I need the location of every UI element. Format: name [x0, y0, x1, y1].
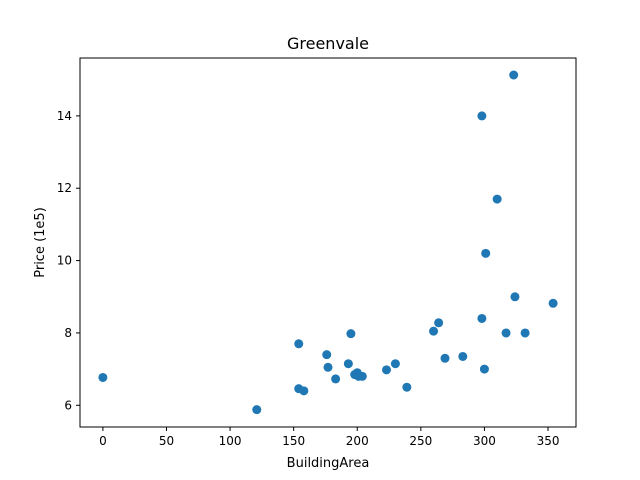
- x-tick-label: 300: [473, 434, 496, 448]
- data-point: [458, 351, 468, 361]
- y-tick-label: 8: [64, 326, 72, 340]
- data-point: [429, 326, 439, 336]
- data-point: [481, 248, 491, 258]
- data-point: [323, 362, 333, 372]
- data-points: [98, 70, 558, 415]
- y-tick-label: 14: [57, 109, 72, 123]
- data-point: [434, 318, 444, 328]
- data-point: [390, 359, 400, 369]
- data-point: [440, 353, 450, 363]
- y-tick-label: 12: [57, 181, 72, 195]
- plot-area-frame: [79, 57, 577, 428]
- data-point: [477, 111, 487, 121]
- data-point: [477, 313, 487, 323]
- x-tick-label: 150: [282, 434, 305, 448]
- data-point: [501, 328, 511, 338]
- x-tick-label: 250: [409, 434, 432, 448]
- data-point: [331, 374, 341, 384]
- data-point: [548, 298, 558, 308]
- data-point: [252, 405, 262, 415]
- data-point: [520, 328, 530, 338]
- x-axis-label: BuildingArea: [287, 456, 370, 471]
- data-point: [382, 365, 392, 375]
- x-tick-label: 100: [219, 434, 242, 448]
- x-tick-label: 0: [99, 434, 107, 448]
- data-point: [509, 70, 519, 80]
- chart-title: Greenvale: [287, 34, 369, 53]
- data-point: [510, 292, 520, 302]
- data-point: [402, 382, 412, 392]
- y-tick-label: 10: [57, 254, 72, 268]
- x-tick-label: 50: [159, 434, 174, 448]
- x-tick-label: 200: [346, 434, 369, 448]
- data-point: [357, 371, 367, 381]
- data-point: [98, 372, 108, 382]
- axis-ticks: 0 50 100 150 200 250 300 350 6 8 10 12 14: [57, 109, 560, 448]
- y-tick-label: 6: [64, 398, 72, 412]
- data-point: [343, 359, 353, 369]
- data-point: [299, 386, 309, 396]
- data-point: [479, 364, 489, 374]
- data-point: [492, 194, 502, 204]
- y-axis-label: Price (1e5): [33, 207, 48, 278]
- data-point: [294, 339, 304, 349]
- data-point: [346, 329, 356, 339]
- x-tick-label: 350: [537, 434, 560, 448]
- data-point: [322, 350, 332, 360]
